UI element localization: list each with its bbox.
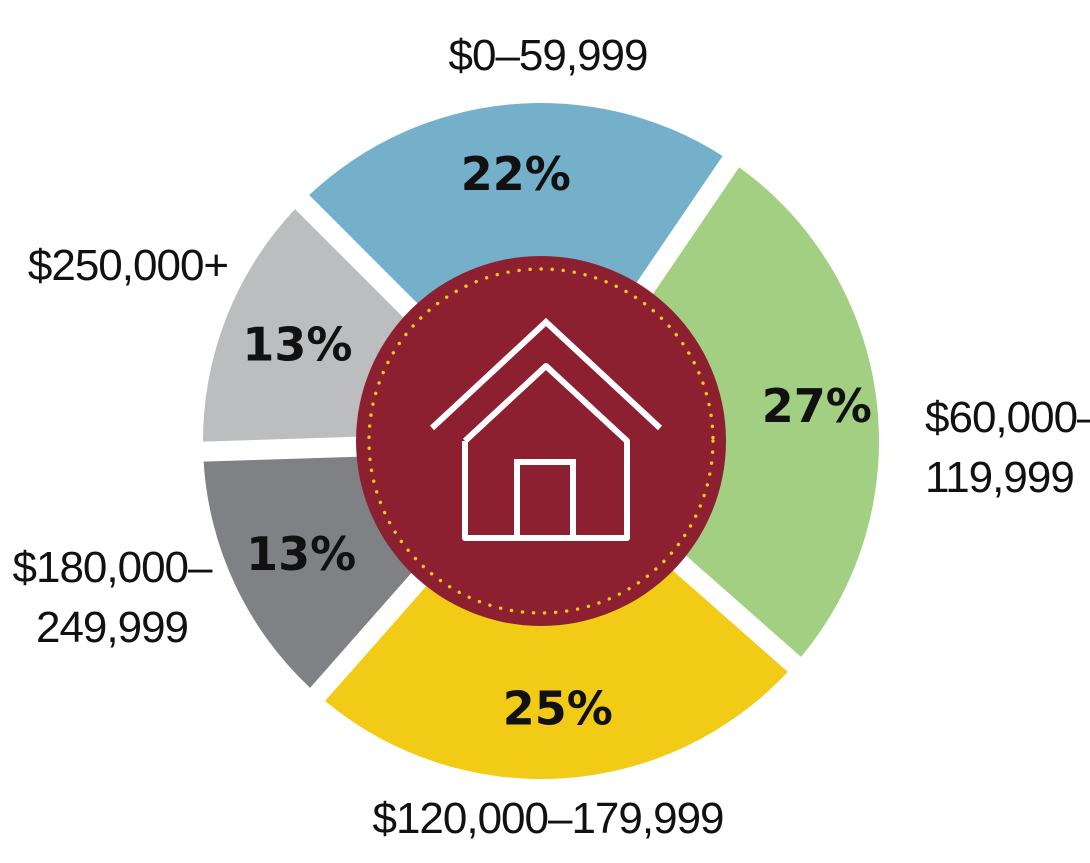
value-label-group: 22% 27% 25% 13% 13% — [242, 147, 872, 735]
slice-value-label: 13% — [242, 318, 352, 372]
pie-slice — [309, 103, 723, 307]
pie-slice — [203, 209, 407, 442]
slice-value-label: 22% — [461, 147, 571, 201]
category-label-group: $0–59,999 $60,000– 119,999 $120,000–179,999… — [13, 31, 1090, 843]
slice-value-label: 13% — [246, 527, 356, 581]
category-label-line: $60,000– — [925, 393, 1090, 442]
house-icon — [429, 317, 663, 541]
slice-category-label: $0–59,999 — [449, 31, 648, 80]
pie-slice — [650, 167, 879, 657]
pie-slice — [325, 567, 788, 780]
category-label-line: 249,999 — [36, 603, 188, 652]
slice-category-label: $250,000+ — [28, 241, 228, 290]
category-label-line: $120,000–179,999 — [372, 794, 723, 843]
center-disc — [356, 256, 726, 626]
category-label-line: $0–59,999 — [449, 31, 648, 80]
center-group — [356, 256, 726, 626]
slice-group — [203, 103, 879, 780]
slice-category-label: $120,000–179,999 — [372, 794, 723, 843]
slice-category-label: $180,000– 249,999 — [13, 543, 214, 652]
center-dotted-ring — [367, 267, 715, 615]
category-label-line: $180,000– — [13, 543, 214, 592]
category-label-line: 119,999 — [925, 453, 1074, 502]
slice-value-label: 25% — [503, 681, 613, 735]
category-label-line: $250,000+ — [28, 241, 228, 290]
pie-slice — [203, 456, 415, 688]
slice-value-label: 27% — [762, 379, 872, 433]
slice-category-label: $60,000– 119,999 — [925, 393, 1090, 502]
